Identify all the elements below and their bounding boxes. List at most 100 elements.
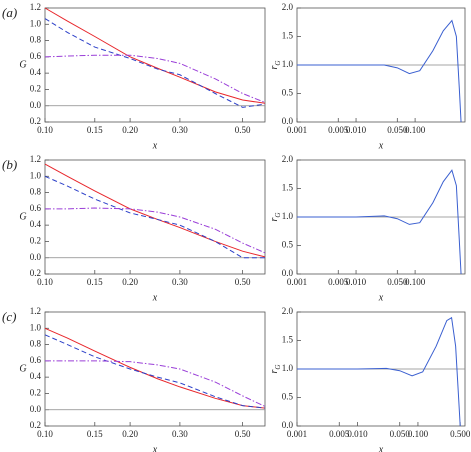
x-tick-label: 0.10 [37, 125, 53, 135]
data-line [44, 327, 266, 409]
y-tick-label: 0.0 [282, 420, 294, 430]
y-tick-label: 1.0 [282, 59, 294, 69]
y-tick-label: 0.5 [282, 88, 294, 98]
x-tick-label: 0.005 [328, 277, 349, 287]
x-tick-label: 0.050 [387, 125, 408, 135]
x-axis-label: x [152, 292, 158, 303]
panel: 0.2 0.0 0.2 0.4 0.6 0.8 1.0 1.2 0.10 0.15 0.20 0.30… [2, 2, 266, 151]
y-tick-label: 0.4 [30, 219, 42, 229]
y-tick-label: 0.2 [30, 387, 41, 397]
y-tick-label: 1.0 [30, 170, 42, 180]
x-tick-label: 0.005 [329, 429, 350, 439]
data-line [297, 316, 461, 427]
data-line [44, 7, 266, 104]
x-tick-label: 0.100 [405, 125, 426, 135]
y-tick-label: 0.5 [282, 392, 294, 402]
y-tick-label: 0.8 [30, 187, 42, 197]
y-tick-label: 0.4 [30, 371, 42, 381]
panel-label: (b) [2, 157, 17, 172]
data-line [44, 163, 266, 258]
x-tick-label: 0.50 [235, 277, 251, 287]
data-line [45, 360, 266, 407]
y-tick-label: 1.5 [282, 31, 294, 41]
y-axis-label: rG [269, 213, 281, 222]
x-tick-label: 0.15 [87, 277, 103, 287]
y-tick-label: 1.5 [282, 335, 294, 345]
y-tick-label: 0.6 [30, 51, 42, 61]
x-axis-label: x [378, 444, 384, 452]
x-tick-label: 0.50 [235, 125, 251, 135]
x-axis-label: x [378, 292, 384, 303]
x-tick-label: 0.001 [287, 277, 307, 287]
x-tick-label: 0.050 [390, 429, 411, 439]
y-tick-label: 1.0 [282, 363, 294, 373]
x-axis-label: x [152, 444, 158, 452]
x-tick-label: 0.30 [172, 429, 188, 439]
data-line [297, 169, 462, 275]
y-tick-label: 1.0 [282, 211, 294, 221]
x-tick-label: 0.20 [122, 429, 138, 439]
x-tick-label: 0.20 [122, 277, 138, 287]
y-tick-label: 0.2 [30, 235, 41, 245]
x-tick-label: 0.100 [408, 429, 429, 439]
y-tick-label: 0.6 [30, 203, 42, 213]
x-tick-label: 0.30 [172, 125, 188, 135]
y-axis-label-main: r [269, 217, 280, 221]
y-tick-label: 0.4 [30, 67, 42, 77]
x-tick-label: 0.010 [347, 429, 368, 439]
panel: 0.2 0.0 0.2 0.4 0.6 0.8 1.0 1.2 0.10 0.15 0.20 0.30… [2, 154, 266, 303]
data-line [44, 175, 265, 259]
y-tick-label: 1.5 [282, 183, 294, 193]
x-tick-label: 0.001 [287, 125, 307, 135]
y-tick-label: 0.0 [30, 252, 42, 262]
panel-label: (a) [2, 5, 17, 20]
x-tick-label: 0.500 [450, 429, 471, 439]
y-tick-label: 1.2 [30, 306, 41, 316]
y-axis-label: G [19, 211, 26, 222]
y-axis-label-subscript: G [274, 213, 282, 218]
data-line [44, 54, 266, 103]
y-axis-label-main: r [269, 369, 280, 373]
x-tick-label: 0.100 [405, 277, 426, 287]
x-tick-label: 0.30 [172, 277, 188, 287]
x-tick-label: 0.050 [387, 277, 408, 287]
x-tick-label: 0.001 [287, 429, 307, 439]
x-tick-label: 0.005 [328, 125, 349, 135]
y-tick-label: 1.0 [30, 18, 42, 28]
y-axis-label-subscript: G [274, 61, 282, 66]
y-tick-label: 0.2 [30, 116, 41, 126]
x-tick-label: 0.15 [87, 125, 103, 135]
data-line [297, 19, 462, 123]
x-tick-label: 0.15 [87, 429, 103, 439]
x-tick-label: 0.50 [235, 429, 251, 439]
plot-frame [44, 7, 266, 123]
y-tick-label: 0.0 [30, 100, 42, 110]
y-tick-label: 0.2 [30, 420, 41, 430]
y-tick-label: 0.2 [30, 268, 41, 278]
y-tick-label: 0.6 [30, 355, 42, 365]
y-tick-label: 0.5 [282, 240, 294, 250]
plot-frame [44, 311, 266, 427]
x-tick-label: 0.010 [346, 277, 367, 287]
y-axis-label: rG [269, 365, 281, 374]
y-tick-label: 1.2 [30, 2, 41, 12]
y-tick-label: 0.8 [30, 35, 42, 45]
y-tick-label: 2.0 [282, 154, 294, 164]
x-tick-label: 0.20 [122, 125, 138, 135]
y-axis-label: rG [269, 61, 281, 70]
y-tick-label: 0.0 [30, 404, 42, 414]
panel: 0.2 0.0 0.2 0.4 0.6 0.8 1.0 1.2 0.10 0.15 0.20 0.30… [2, 306, 266, 452]
x-axis-label: x [152, 140, 158, 151]
y-tick-label: 1.0 [30, 322, 42, 332]
data-line [44, 334, 266, 409]
x-tick-label: 0.010 [346, 125, 367, 135]
plot-frame [44, 159, 266, 275]
x-tick-label: 0.10 [37, 429, 53, 439]
y-axis-label-subscript: G [274, 365, 282, 370]
data-line [45, 207, 266, 254]
y-axis-label: G [19, 363, 26, 374]
